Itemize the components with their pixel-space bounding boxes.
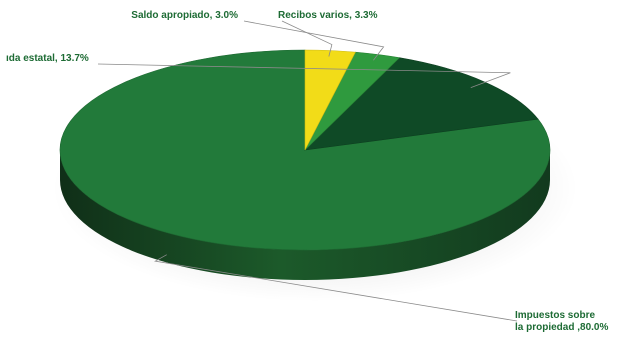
slice-label-1: Impuestos sobre la propiedad ,80.0% <box>515 310 608 333</box>
leader-line-2 <box>97 63 511 89</box>
slice-label-2-line-1: ıda estatal, 13.7% <box>6 53 89 64</box>
leader-line-4 <box>281 20 333 57</box>
slice-label-4-line-1: Recibos varios, 3.3% <box>278 10 378 21</box>
leader-line-1 <box>154 254 518 322</box>
slice-label-4: Recibos varios, 3.3% <box>278 10 378 21</box>
slice-label-3-line-1: Saldo apropiado, 3.0% <box>131 10 238 21</box>
pie-side-wall <box>60 150 550 280</box>
leader-line-3 <box>243 20 385 61</box>
slice-label-1-line-1: Impuestos sobre <box>515 310 595 321</box>
slice-label-1-line-2: la propiedad ,80.0% <box>515 322 608 333</box>
pie-slice-1 <box>59 49 551 251</box>
slice-label-3: Saldo apropiado, 3.0% <box>131 10 238 21</box>
slice-label-2: ıda estatal, 13.7% <box>6 53 89 64</box>
